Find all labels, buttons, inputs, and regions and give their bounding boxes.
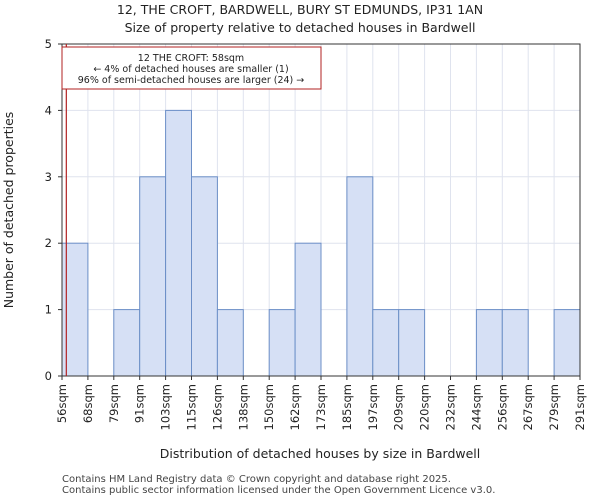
- x-tick-label-244sqm: 244sqm: [469, 384, 483, 430]
- x-tick-label-79sqm: 79sqm: [107, 384, 121, 423]
- bar-150sqm: [268, 309, 296, 377]
- bar-91sqm: [139, 176, 167, 377]
- bar-256sqm: [501, 309, 529, 377]
- bar-209sqm: [398, 309, 426, 377]
- x-tick-label-173sqm: 173sqm: [314, 384, 328, 430]
- bar-197sqm: [372, 309, 400, 377]
- x-tick-label-126sqm: 126sqm: [210, 384, 224, 430]
- x-tick-label-91sqm: 91sqm: [133, 384, 147, 423]
- y-tick-label: 5: [45, 37, 52, 51]
- footer-line-2: Contains public sector information licen…: [62, 485, 496, 496]
- x-tick-label-185sqm: 185sqm: [340, 384, 354, 430]
- y-tick-label: 3: [45, 170, 52, 184]
- y-tick-labels: 0 1 2 3 4 5: [45, 37, 62, 383]
- bar-103sqm: [165, 109, 193, 377]
- property-marker: 12 THE CROFT: 58sqm← 4% of detached hous…: [61, 44, 322, 376]
- x-axis-label: Distribution of detached houses by size …: [160, 446, 481, 461]
- annotation-line-2: ← 4% of detached houses are smaller (1): [93, 64, 288, 75]
- chart-subtitle: Size of property relative to detached ho…: [125, 20, 476, 35]
- x-tick-label-232sqm: 232sqm: [444, 384, 458, 430]
- bar-79sqm: [113, 309, 141, 377]
- x-tick-label-150sqm: 150sqm: [262, 384, 276, 430]
- x-tick-label-256sqm: 256sqm: [495, 384, 509, 430]
- x-tick-label-220sqm: 220sqm: [418, 384, 432, 430]
- y-tick-label: 4: [45, 103, 52, 117]
- bar-279sqm: [553, 309, 581, 377]
- x-tick-label-103sqm: 103sqm: [159, 384, 173, 430]
- y-tick-label: 1: [45, 303, 52, 317]
- x-tick-label-291sqm: 291sqm: [573, 384, 587, 430]
- bar-185sqm: [346, 176, 374, 377]
- bars: [61, 109, 581, 377]
- x-tick-label-267sqm: 267sqm: [521, 384, 535, 430]
- annotation-line-3: 96% of semi-detached houses are larger (…: [78, 75, 305, 86]
- chart-title: 12, THE CROFT, BARDWELL, BURY ST EDMUNDS…: [117, 2, 483, 17]
- x-tick-labels: 56sqm 68sqm 79sqm 91sqm 103sqm 115sqm 126sqm 13…: [55, 376, 587, 430]
- y-tick-label: 2: [45, 236, 52, 250]
- x-tick-label-68sqm: 68sqm: [81, 384, 95, 423]
- x-tick-label-197sqm: 197sqm: [366, 384, 380, 430]
- y-tick-label: 0: [45, 369, 52, 383]
- annotation-box: [61, 46, 322, 90]
- x-tick-label-138sqm: 138sqm: [236, 384, 250, 430]
- footer-line-1: Contains HM Land Registry data © Crown c…: [62, 474, 451, 485]
- x-tick-label-279sqm: 279sqm: [547, 384, 561, 430]
- bar-126sqm: [216, 309, 244, 377]
- bar-244sqm: [475, 309, 503, 377]
- bar-115sqm: [191, 176, 218, 377]
- x-tick-label-209sqm: 209sqm: [392, 384, 406, 430]
- x-tick-label-162sqm: 162sqm: [288, 384, 302, 430]
- x-tick-label-115sqm: 115sqm: [185, 384, 199, 430]
- bar-162sqm: [294, 242, 322, 377]
- annotation-line-1: 12 THE CROFT: 58sqm: [138, 53, 244, 64]
- x-tick-label-56sqm: 56sqm: [55, 384, 69, 423]
- y-axis-label: Number of detached properties: [1, 112, 16, 309]
